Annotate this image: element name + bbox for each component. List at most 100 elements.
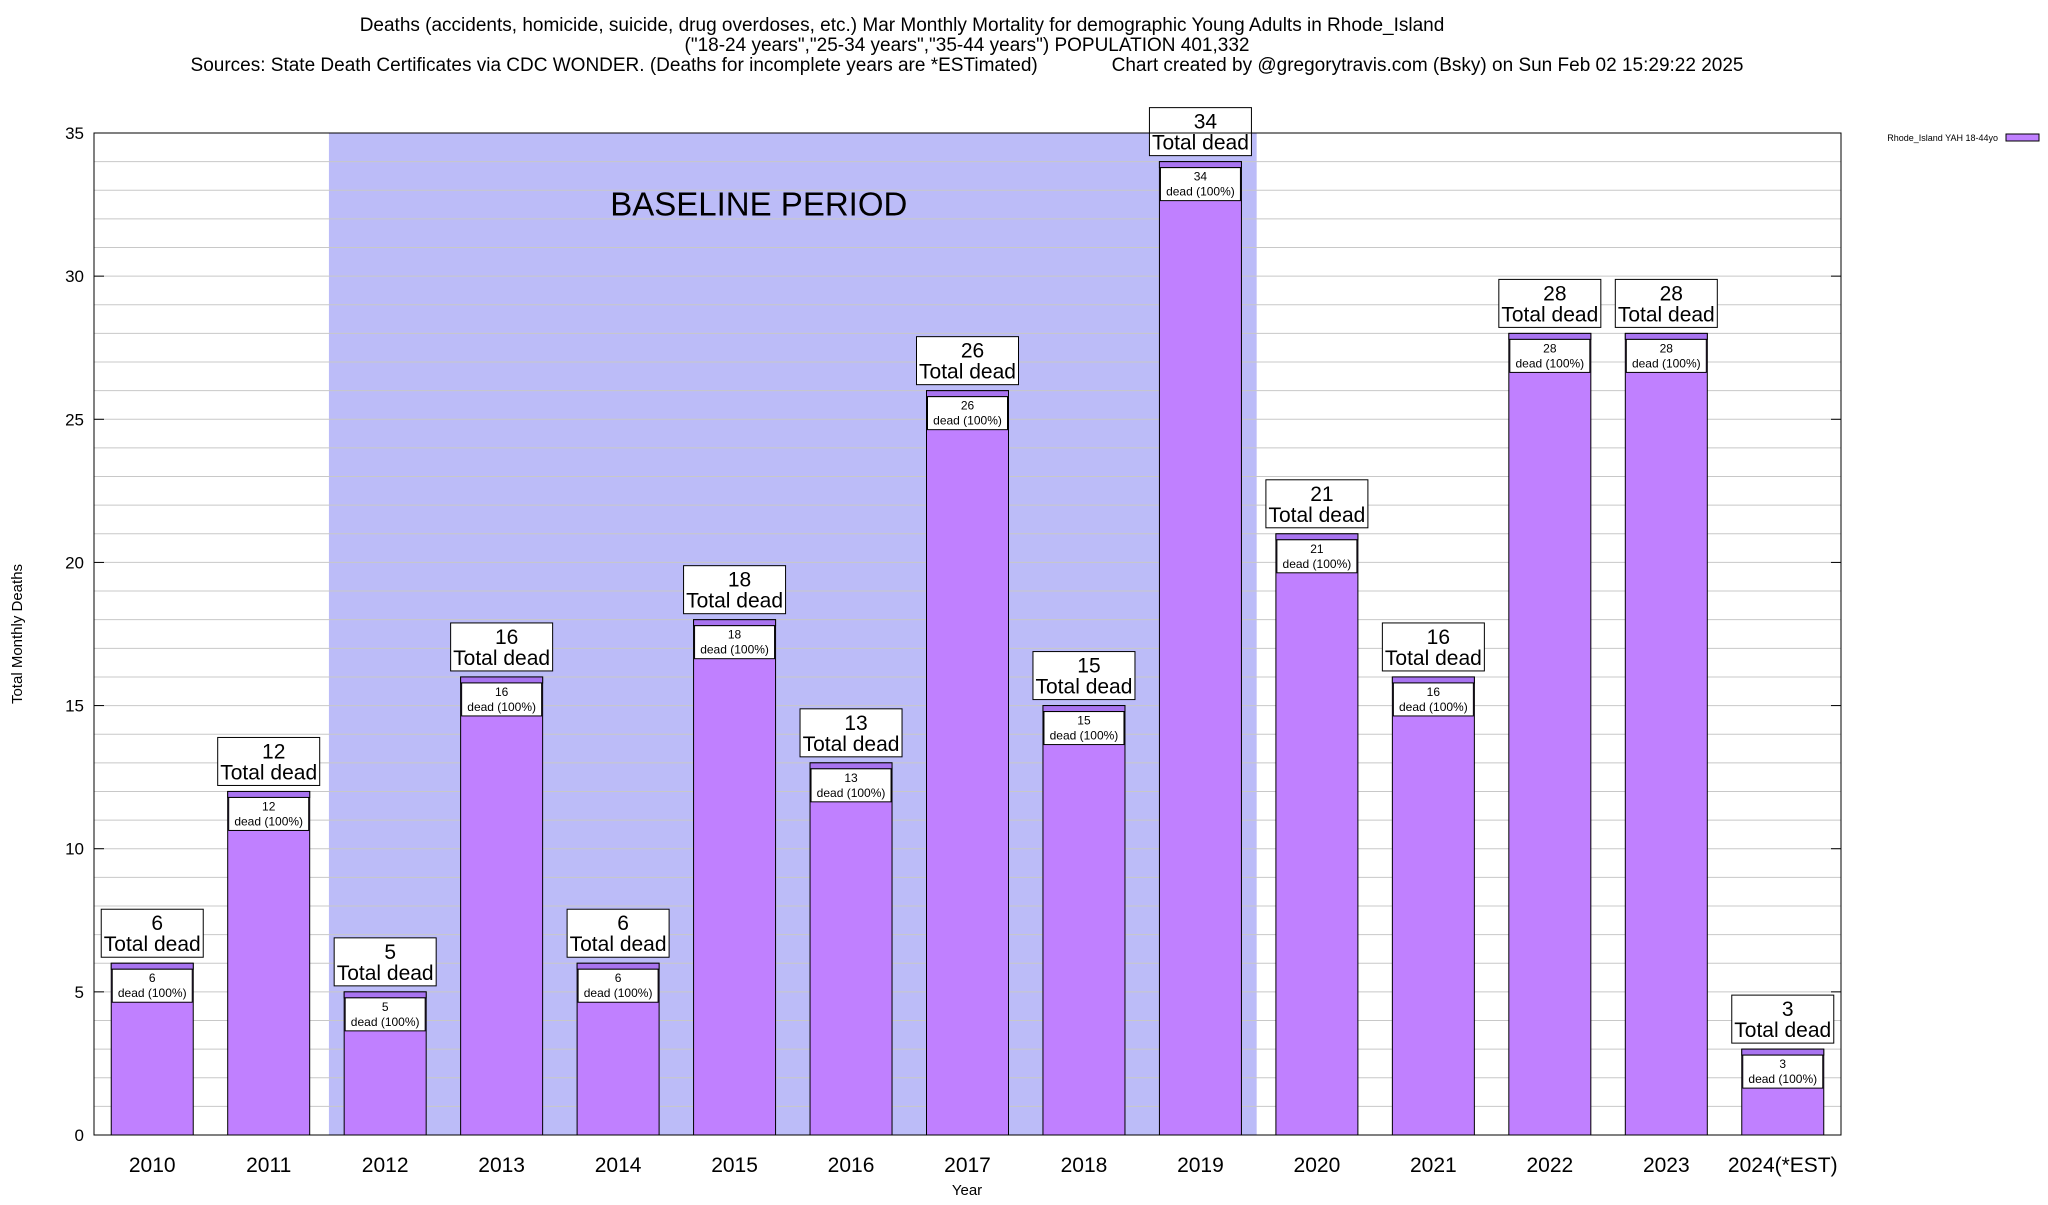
total-label-box xyxy=(566,908,670,958)
total-label-box xyxy=(916,336,1019,386)
x-tick-label: 2016 xyxy=(828,1154,875,1177)
inner-label-count: 3 xyxy=(1779,1057,1786,1071)
x-tick-label: 2010 xyxy=(129,1154,176,1177)
inner-label-count: 26 xyxy=(961,399,975,413)
x-tick-label: 2015 xyxy=(711,1154,758,1177)
total-label-count: 3 xyxy=(1782,998,1794,1021)
inner-label-text: dead (100%) xyxy=(817,786,886,800)
bar-top-band xyxy=(343,991,427,999)
bar-top-band xyxy=(110,962,194,970)
inner-label-count: 15 xyxy=(1077,714,1091,728)
inner-label-box xyxy=(1392,682,1474,717)
bar-top-band xyxy=(1508,332,1592,340)
total-label-count: 16 xyxy=(1427,626,1450,649)
inner-label-box xyxy=(344,997,426,1032)
inner-label-text: dead (100%) xyxy=(1050,729,1119,743)
y-axis-title: Total Monthly Deaths xyxy=(9,564,26,704)
legend-series-label: Rhode_Island YAH 18-44yo xyxy=(1887,133,1998,143)
chart-title-line-1: Deaths (accidents, homicide, suicide, dr… xyxy=(360,15,1445,36)
total-label-box xyxy=(1032,651,1136,701)
total-label-box xyxy=(217,736,321,786)
inner-label-count: 28 xyxy=(1543,341,1557,355)
total-label-box xyxy=(683,565,787,615)
chart-title-line-2: ("18-24 years","25-34 years","35-44 year… xyxy=(685,35,1250,56)
inner-label-count: 5 xyxy=(382,1000,389,1014)
y-tick-label: 0 xyxy=(75,1126,84,1145)
bar-top-band xyxy=(1741,1048,1825,1056)
bars xyxy=(110,161,1825,1136)
plot-frame xyxy=(93,132,1842,1136)
bar xyxy=(1624,332,1708,1136)
inner-label-box xyxy=(694,625,776,660)
inner-label-text: dead (100%) xyxy=(933,414,1002,428)
y-tick-label: 5 xyxy=(75,983,84,1002)
x-axis-title: Year xyxy=(952,1182,982,1199)
inner-label-text: dead (100%) xyxy=(700,643,769,657)
x-tick-label: 2022 xyxy=(1526,1154,1573,1177)
total-label-text: Total dead xyxy=(803,733,900,756)
inner-label-box xyxy=(577,968,659,1003)
y-tick-label: 10 xyxy=(65,840,84,859)
x-tick-label: 2013 xyxy=(478,1154,525,1177)
legend-swatch xyxy=(2005,133,2040,142)
bar-top-band xyxy=(809,762,893,770)
bar-top-band xyxy=(227,790,311,798)
inner-label-box xyxy=(111,968,193,1003)
total-label-box xyxy=(1381,622,1485,672)
total-label-box xyxy=(1614,278,1718,328)
inner-label-count: 16 xyxy=(1427,685,1441,699)
bar xyxy=(227,790,311,1136)
inner-label-box xyxy=(1043,711,1125,746)
y-tick-label: 15 xyxy=(65,697,84,716)
total-label-text: Total dead xyxy=(220,761,317,784)
y-tick-label: 25 xyxy=(65,410,84,429)
x-tick-label: 2019 xyxy=(1177,1154,1224,1177)
bar xyxy=(1158,161,1242,1136)
x-tick-label: 2023 xyxy=(1643,1154,1690,1177)
inner-label-text: dead (100%) xyxy=(1166,185,1235,199)
baseline-period-label: BASELINE PERIOD xyxy=(610,186,907,223)
total-label-box xyxy=(450,622,554,672)
x-tick-label: 2012 xyxy=(362,1154,409,1177)
bar xyxy=(1508,332,1592,1136)
total-label-count: 28 xyxy=(1660,282,1683,305)
y-tick-label: 30 xyxy=(65,267,84,286)
total-label-count: 13 xyxy=(844,712,867,735)
total-label-count: 5 xyxy=(384,941,396,964)
inner-label-text: dead (100%) xyxy=(1632,356,1701,370)
total-label-text: Total dead xyxy=(1385,647,1482,670)
inner-label-box xyxy=(1509,338,1591,373)
inner-label-box xyxy=(1159,167,1241,202)
bar-top-band xyxy=(460,676,544,684)
inner-label-box xyxy=(1625,338,1707,373)
total-label-box xyxy=(1498,278,1602,328)
inner-label-count: 34 xyxy=(1194,170,1208,184)
bar xyxy=(809,762,893,1136)
x-tick-label: 2020 xyxy=(1294,1154,1341,1177)
bar xyxy=(460,676,544,1136)
inner-label-box xyxy=(461,682,543,717)
total-label-text: Total dead xyxy=(1618,303,1715,326)
total-label-box xyxy=(1148,107,1252,157)
total-label-box xyxy=(1731,994,1835,1044)
x-tick-label: 2017 xyxy=(944,1154,991,1177)
total-label-box xyxy=(799,708,903,758)
inner-label-text: dead (100%) xyxy=(118,986,187,1000)
x-tick-label: 2011 xyxy=(246,1154,291,1177)
bar xyxy=(926,390,1009,1136)
y-tick-label: 35 xyxy=(65,124,84,143)
chart-subtitle-sources: Sources: State Death Certificates via CD… xyxy=(191,55,1744,76)
total-label-text: Total dead xyxy=(919,361,1016,384)
bar-top-band xyxy=(576,962,660,970)
bar xyxy=(1042,705,1126,1136)
bar-top-band xyxy=(693,619,777,627)
total-label-count: 18 xyxy=(728,569,751,592)
inner-label-count: 28 xyxy=(1660,341,1674,355)
total-label-text: Total dead xyxy=(104,933,201,956)
total-label-count: 16 xyxy=(495,626,518,649)
inner-label-box xyxy=(228,796,310,831)
inner-label-count: 12 xyxy=(262,799,276,813)
total-label-text: Total dead xyxy=(1501,303,1598,326)
